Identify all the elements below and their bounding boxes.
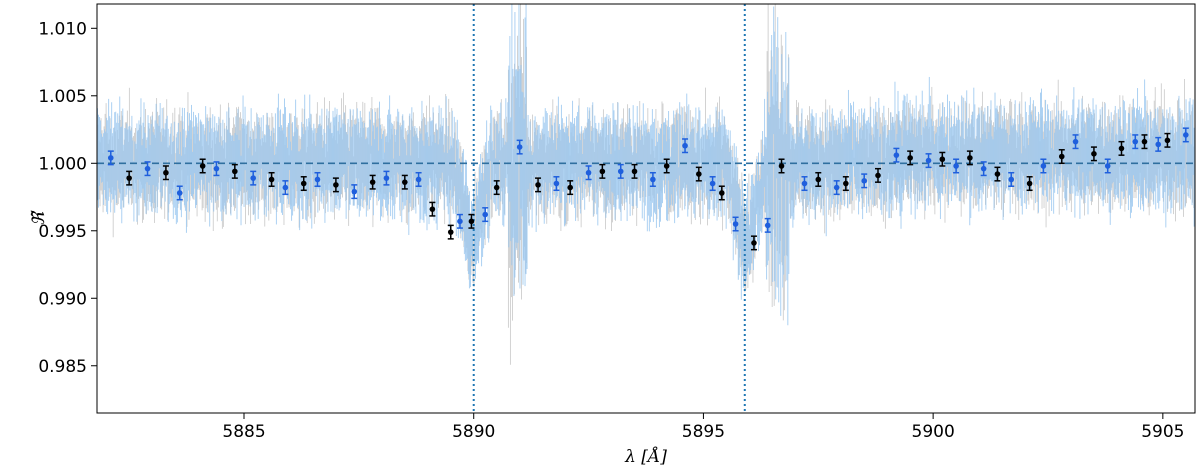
data-point xyxy=(650,176,656,183)
data-point xyxy=(994,171,1001,177)
data-point xyxy=(778,163,785,169)
data-point xyxy=(369,179,376,185)
data-point xyxy=(415,176,422,183)
data-point xyxy=(1091,151,1097,157)
data-point xyxy=(1058,153,1065,160)
data-point xyxy=(468,218,475,225)
y-tick-label: 0.995 xyxy=(38,222,87,242)
y-tick-label: 1.005 xyxy=(38,87,87,107)
data-point xyxy=(843,180,849,187)
data-point xyxy=(925,157,932,164)
data-point xyxy=(732,221,739,227)
data-point xyxy=(1118,145,1125,152)
y-tick-label: 1.000 xyxy=(38,154,87,174)
data-point xyxy=(457,218,463,225)
data-point xyxy=(282,184,289,191)
y-tick-label: 0.985 xyxy=(38,357,87,377)
data-point xyxy=(1164,137,1171,144)
data-point xyxy=(199,163,206,169)
x-axis-label: λ [Å] xyxy=(624,446,667,467)
axes-frame xyxy=(96,3,1196,414)
data-point xyxy=(232,168,238,175)
data-point xyxy=(1072,138,1079,145)
x-tick-label: 5890 xyxy=(452,422,495,442)
data-point xyxy=(126,175,132,181)
data-point xyxy=(617,168,624,175)
x-tick-label: 5895 xyxy=(682,422,725,442)
data-point xyxy=(567,184,573,191)
data-point xyxy=(939,156,946,163)
data-point xyxy=(213,165,220,172)
x-tick-label: 5905 xyxy=(1141,422,1184,442)
data-point xyxy=(1104,163,1111,169)
data-point xyxy=(333,182,339,188)
plot-inner xyxy=(97,4,1195,413)
data-point xyxy=(893,152,900,158)
unbinned-spectrum xyxy=(97,4,1195,365)
data-point xyxy=(1141,138,1148,145)
data-point xyxy=(553,180,560,187)
data-point xyxy=(351,188,358,195)
data-point xyxy=(953,163,959,169)
data-point xyxy=(163,169,169,176)
data-point xyxy=(631,168,638,175)
y-axis-label: ℜ̃ xyxy=(29,210,49,226)
data-point xyxy=(300,180,307,187)
x-tick-label: 5885 xyxy=(222,422,265,442)
data-point xyxy=(1040,163,1047,169)
data-point xyxy=(585,169,592,176)
data-point xyxy=(833,184,840,191)
data-point xyxy=(516,144,523,150)
data-point xyxy=(696,171,702,177)
data-point xyxy=(875,172,881,179)
data-point xyxy=(599,168,606,175)
data-point xyxy=(493,184,500,191)
data-point xyxy=(482,211,489,218)
data-point xyxy=(1008,176,1015,183)
data-point xyxy=(268,176,275,183)
data-point xyxy=(250,175,257,181)
data-point xyxy=(751,240,757,246)
data-point xyxy=(447,229,454,235)
data-point xyxy=(107,155,114,161)
data-point xyxy=(682,142,688,149)
data-point xyxy=(1183,132,1189,138)
axes: 5885 5890 5895 5900 5905 0.985 0.990 0.995 1.000… xyxy=(38,3,1196,442)
data-point xyxy=(861,178,868,184)
data-point xyxy=(1026,180,1033,187)
data-point xyxy=(907,155,913,161)
data-point xyxy=(314,176,321,183)
y-tick-label: 1.010 xyxy=(38,19,87,39)
plot-area xyxy=(97,4,1195,413)
data-point xyxy=(535,182,541,188)
data-point xyxy=(815,176,822,183)
data-point xyxy=(383,175,390,181)
data-point xyxy=(764,222,771,229)
data-point xyxy=(176,190,183,196)
data-point xyxy=(429,206,436,212)
y-tick-label: 0.990 xyxy=(38,289,87,309)
data-point xyxy=(719,190,725,196)
data-point xyxy=(144,165,151,172)
data-point xyxy=(1155,141,1162,148)
series-binned-blue xyxy=(107,127,1189,233)
data-point xyxy=(709,180,716,187)
x-tick-label: 5900 xyxy=(912,422,955,442)
data-point xyxy=(402,179,408,185)
data-point xyxy=(1132,138,1139,145)
data-point xyxy=(663,163,670,169)
series-binned-black xyxy=(126,132,1171,251)
data-point xyxy=(801,180,808,187)
data-point xyxy=(980,165,987,172)
data-point xyxy=(967,155,973,161)
